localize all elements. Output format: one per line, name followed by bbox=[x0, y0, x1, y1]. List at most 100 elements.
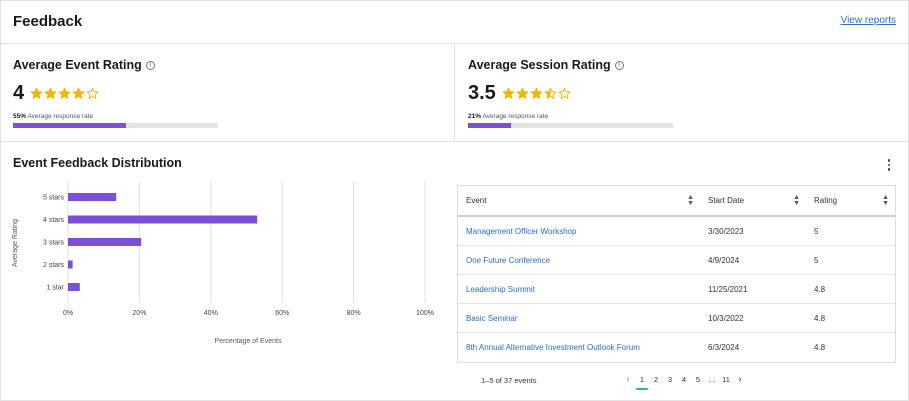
table-row: Basic Seminar 10/3/2022 4.8 bbox=[458, 304, 895, 333]
kpi-value: 3.5 bbox=[468, 82, 496, 104]
start-date-cell: 3/30/2023 bbox=[708, 226, 744, 236]
response-rate-percent: 21% bbox=[468, 113, 482, 120]
page-ellipsis: … bbox=[708, 375, 716, 384]
bar bbox=[68, 193, 117, 201]
chevron-left-icon[interactable]: ‹ bbox=[626, 374, 630, 385]
pagination: ‹ 1 2 3 4 5 … 11 › bbox=[621, 374, 747, 390]
card-header: Feedback View reports bbox=[1, 1, 908, 44]
sort-icon[interactable]: ▲ ▼ bbox=[687, 193, 694, 207]
column-header-label: Start Date bbox=[708, 196, 745, 205]
event-link[interactable]: Leadership Summit bbox=[466, 284, 535, 294]
feedback-distribution-chart: 0% 20% 40% 60% 80% 100% 5 stars 4 stars 3 stars 2… bbox=[12, 181, 434, 345]
bar bbox=[68, 260, 73, 269]
star-icon bbox=[86, 87, 99, 99]
x-tick-label: 0% bbox=[63, 310, 73, 317]
more-vertical-icon[interactable] bbox=[886, 157, 893, 173]
x-tick-label: 20% bbox=[132, 310, 146, 317]
y-tick-label: 1 star bbox=[46, 285, 64, 292]
column-header-start-date[interactable]: Start Date ▲ ▼ bbox=[700, 193, 806, 207]
event-link[interactable]: Management Officer Workshop bbox=[466, 226, 577, 236]
event-link[interactable]: Basic Seminar bbox=[466, 313, 518, 323]
events-table: Event ▲ ▼ Start Date ▲ ▼ Rating ▲ ▼ Managem… bbox=[457, 185, 896, 363]
kpi-title-text: Average Session Rating bbox=[468, 58, 611, 72]
response-rate-label: Average response rate bbox=[27, 113, 94, 120]
table-row: Management Officer Workshop 3/30/2023 5 bbox=[458, 217, 895, 246]
table-header: Event ▲ ▼ Start Date ▲ ▼ Rating ▲ ▼ bbox=[458, 186, 895, 217]
star-rating bbox=[502, 87, 571, 100]
y-tick-label: 3 stars bbox=[43, 240, 65, 247]
response-rate-percent: 55% bbox=[13, 113, 27, 120]
star-icon bbox=[30, 87, 43, 99]
column-header-event[interactable]: Event ▲ ▼ bbox=[458, 193, 700, 207]
star-icon bbox=[530, 87, 543, 99]
rating-cell: 5 bbox=[814, 226, 819, 236]
sort-icon[interactable]: ▲ ▼ bbox=[882, 193, 889, 207]
rating-cell: 4.8 bbox=[814, 313, 826, 323]
table-row: 8th Annual Alternative Investment Outloo… bbox=[458, 333, 895, 362]
chevron-right-icon[interactable]: › bbox=[738, 374, 742, 385]
star-icon bbox=[558, 87, 571, 99]
response-rate-text: 55% Average response rate bbox=[13, 113, 93, 120]
column-header-label: Event bbox=[466, 196, 487, 205]
event-link[interactable]: 8th Annual Alternative Investment Outloo… bbox=[466, 343, 640, 352]
star-icon bbox=[516, 87, 529, 99]
y-tick-label: 2 stars bbox=[43, 262, 65, 269]
kpi-value-row: 3.5 bbox=[468, 82, 571, 105]
y-tick-label: 4 stars bbox=[43, 217, 65, 224]
rating-cell: 5 bbox=[814, 255, 819, 265]
card-title: Feedback bbox=[13, 13, 83, 30]
bar bbox=[68, 238, 142, 246]
distribution-title: Event Feedback Distribution bbox=[13, 156, 182, 170]
start-date-cell: 11/25/2021 bbox=[708, 284, 748, 294]
x-tick-label: 60% bbox=[275, 310, 289, 317]
info-icon[interactable]: i bbox=[614, 60, 624, 70]
start-date-cell: 6/3/2024 bbox=[708, 343, 740, 352]
x-tick-label: 80% bbox=[347, 310, 361, 317]
x-tick-label: 100% bbox=[416, 310, 434, 317]
star-icon bbox=[502, 87, 515, 99]
page-button-4[interactable]: 4 bbox=[681, 375, 687, 384]
kpi-title: Average Session Rating i bbox=[468, 58, 624, 72]
y-axis-label: Average Rating bbox=[12, 219, 19, 267]
kpi-value-row: 4 bbox=[13, 82, 99, 105]
info-icon[interactable]: i bbox=[145, 60, 155, 70]
response-rate-bar-fill bbox=[468, 123, 512, 128]
response-rate-label: Average response rate bbox=[482, 113, 549, 120]
average-session-rating-panel: Average Session Rating i 3.5 21% Average… bbox=[456, 45, 908, 142]
event-link[interactable]: One Future Conference bbox=[466, 255, 551, 265]
sort-icon[interactable]: ▲ ▼ bbox=[793, 193, 800, 207]
start-date-cell: 10/3/2022 bbox=[708, 313, 744, 323]
kpi-value: 4 bbox=[13, 82, 25, 104]
page-button-3[interactable]: 3 bbox=[667, 375, 673, 384]
page-button-1[interactable]: 1 bbox=[635, 375, 649, 390]
kpi-row: Average Event Rating i 4 55% Average res… bbox=[1, 45, 908, 142]
response-rate-bar-fill bbox=[13, 123, 126, 128]
rating-cell: 4.8 bbox=[814, 343, 826, 352]
x-tick-label: 40% bbox=[204, 310, 218, 317]
bar bbox=[68, 283, 80, 291]
x-axis-label: Percentage of Events bbox=[215, 338, 282, 345]
y-tick-label: 5 stars bbox=[43, 195, 65, 202]
rating-cell: 4.8 bbox=[814, 284, 826, 294]
response-rate-bar bbox=[13, 123, 218, 128]
bar bbox=[68, 215, 258, 224]
star-icon bbox=[544, 87, 557, 99]
star-icon bbox=[44, 87, 57, 99]
pagination-summary: 1–5 of 37 events bbox=[481, 376, 537, 385]
star-rating bbox=[30, 87, 99, 100]
view-reports-link[interactable]: View reports bbox=[840, 15, 896, 26]
average-event-rating-panel: Average Event Rating i 4 55% Average res… bbox=[1, 45, 455, 142]
table-row: One Future Conference 4/9/2024 5 bbox=[458, 246, 895, 275]
kpi-title: Average Event Rating i bbox=[13, 58, 155, 72]
kpi-title-text: Average Event Rating bbox=[13, 58, 142, 72]
page-button-5[interactable]: 5 bbox=[695, 375, 701, 384]
column-header-rating[interactable]: Rating ▲ ▼ bbox=[806, 193, 895, 207]
response-rate-bar bbox=[468, 123, 673, 128]
star-icon bbox=[58, 87, 71, 99]
star-icon bbox=[72, 87, 85, 99]
start-date-cell: 4/9/2024 bbox=[708, 255, 740, 265]
column-header-label: Rating bbox=[814, 196, 838, 205]
page-button-2[interactable]: 2 bbox=[653, 375, 659, 384]
page-button-11[interactable]: 11 bbox=[722, 375, 730, 384]
